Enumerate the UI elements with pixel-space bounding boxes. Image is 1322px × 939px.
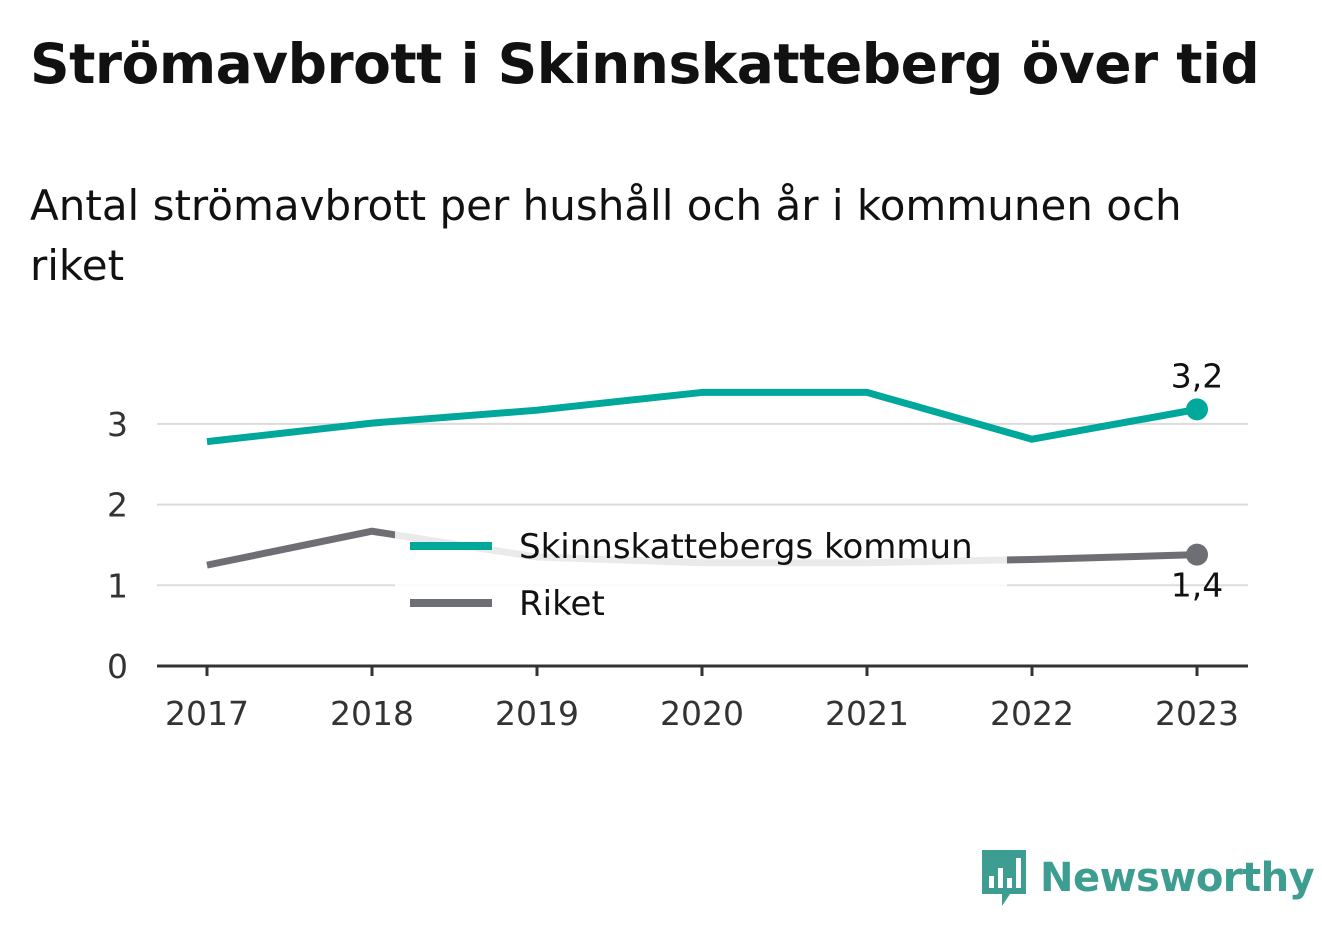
data-label: 3,2 — [1171, 356, 1223, 395]
brand-logo: Newsworthy — [980, 848, 1315, 908]
end-marker — [1186, 398, 1208, 421]
data-label: 1,4 — [1171, 566, 1223, 605]
x-tick-label: 2019 — [495, 694, 579, 733]
bar-chart-bubble-icon — [982, 850, 1026, 906]
chart-title: Strömavbrott i Skinnskatteberg över tid — [30, 32, 1260, 96]
legend-background — [395, 520, 1007, 632]
legend-label: Skinnskattebergs kommun — [519, 527, 973, 567]
x-tick-label: 2020 — [660, 694, 744, 733]
brand-name: Newsworthy — [1040, 855, 1315, 901]
y-tick-label: 0 — [107, 647, 128, 686]
y-tick-label: 3 — [107, 405, 128, 444]
x-tick-label: 2018 — [330, 694, 414, 733]
legend-label: Riket — [519, 584, 605, 624]
chart-subtitle: Antal strömavbrott per hushåll och år i … — [30, 181, 1182, 290]
y-tick-label: 1 — [107, 566, 128, 605]
x-tick-label: 2017 — [165, 694, 249, 733]
x-tick-label: 2023 — [1155, 694, 1239, 733]
y-tick-label: 2 — [107, 486, 128, 525]
x-tick-label: 2021 — [825, 694, 909, 733]
end-marker — [1186, 543, 1208, 566]
x-tick-label: 2022 — [990, 694, 1074, 733]
series-line-0 — [206, 388, 1198, 446]
